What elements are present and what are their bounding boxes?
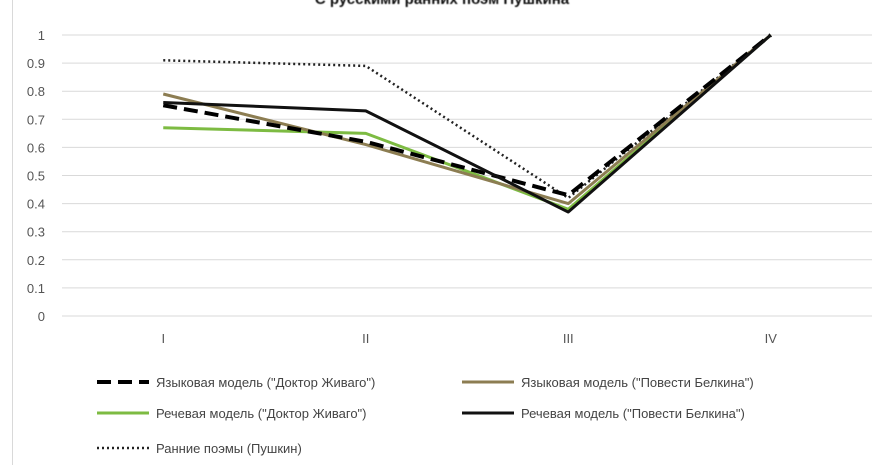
legend-label: Языковая модель ("Доктор Живаго") — [156, 375, 375, 390]
y-tick-label: 0.5 — [27, 169, 45, 184]
legend-label: Языковая модель ("Повести Белкина") — [521, 375, 754, 390]
y-tick-label: 0.7 — [27, 112, 45, 127]
x-tick-label: IV — [765, 331, 778, 346]
gridlines — [62, 34, 872, 317]
y-tick-label: 0.3 — [27, 225, 45, 240]
y-tick-label: 0.1 — [27, 281, 45, 296]
y-tick-label: 0 — [38, 309, 45, 324]
y-tick-label: 0.4 — [27, 197, 45, 212]
series-lines — [162, 33, 772, 214]
y-tick-label: 0.6 — [27, 140, 45, 155]
legend-label: Ранние поэмы (Пушкин) — [156, 441, 302, 456]
chart-frame — [12, 0, 884, 465]
x-tick-label: I — [161, 331, 165, 346]
series-line — [162, 33, 772, 206]
legend: Языковая модель ("Доктор Живаго") Языкова… — [97, 375, 754, 456]
legend-label: Речевая модель ("Повести Белкина") — [521, 406, 745, 421]
x-axis-ticks: I II III IV — [161, 331, 777, 346]
y-tick-label: 0.8 — [27, 84, 45, 99]
series-line — [163, 34, 772, 200]
y-axis-ticks: 0 0.1 0.2 0.3 0.4 0.5 0.6 0.7 0.8 0.9 1 — [27, 28, 45, 324]
x-tick-label: III — [563, 331, 574, 346]
y-tick-label: 0.9 — [27, 56, 45, 71]
legend-label: Речевая модель ("Доктор Живаго") — [156, 406, 367, 421]
x-tick-label: II — [362, 331, 369, 346]
y-tick-label: 0.2 — [27, 253, 45, 268]
chart-title: С русскими ранних поэм Пушкина — [0, 0, 884, 8]
y-tick-label: 1 — [38, 28, 45, 43]
series-line — [163, 33, 772, 214]
